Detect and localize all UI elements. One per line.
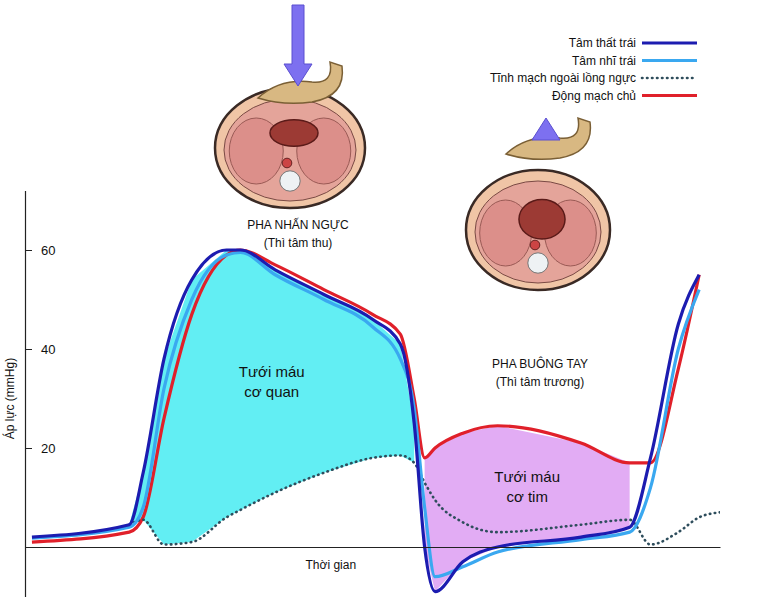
x-axis-title: Thời gian: [306, 558, 357, 572]
y-tick-mark: [25, 349, 32, 350]
legend-label: Động mạch chủ: [552, 89, 636, 103]
y-tick-mark: [25, 250, 32, 251]
legend-swatch: [642, 59, 697, 62]
legend-label: Tâm thất trái: [569, 36, 636, 50]
series-line: [32, 250, 699, 592]
y-tick: 60: [25, 243, 55, 258]
legend: Tâm thất trái Tâm nhĩ trái Tĩnh mạch ngoài…: [490, 36, 697, 103]
chest-illustration-1: [466, 118, 610, 290]
y-tick-label: 40: [41, 342, 55, 357]
arrow: [284, 5, 312, 86]
legend-swatch: [642, 94, 697, 97]
spine: [280, 171, 300, 191]
legend-swatch: [642, 42, 697, 45]
hand: [506, 118, 590, 159]
chest-inner: [475, 181, 601, 283]
heart: [270, 120, 318, 146]
chest-outline: [466, 170, 610, 290]
spine: [528, 253, 548, 273]
area-label-line: cơ quan: [244, 383, 299, 400]
x-axis-line: [26, 547, 721, 548]
y-axis-line: [25, 191, 26, 597]
area-label: Tưới máu cơ quan: [239, 363, 305, 400]
area-label-line: Tưới máu: [494, 468, 560, 485]
chest-outline: [215, 88, 365, 208]
phase-subtitle: (Thì tâm trương): [496, 375, 585, 389]
chest-inner: [224, 99, 356, 201]
area-fill: [129, 250, 414, 545]
heart: [519, 199, 565, 239]
series-line: [32, 250, 699, 542]
area-label: Tưới máu cơ tim: [494, 468, 560, 505]
y-tick: 20: [25, 441, 55, 456]
phase-title: PHA BUÔNG TAY: [492, 356, 588, 371]
chart: 20 40 60 Thời gian Áp lực (mmHg) Tưới máu cơ q…: [0, 0, 771, 605]
legend-label: Tĩnh mạch ngoài lồng ngực: [490, 71, 636, 85]
y-axis-title: Áp lực (mmHg): [2, 358, 17, 439]
phase-subtitle: (Thì tâm thu): [264, 236, 333, 250]
y-tick-label: 60: [41, 243, 55, 258]
area-label-line: Tưới máu: [239, 363, 305, 380]
aorta-section: [530, 240, 540, 250]
arrow: [532, 118, 560, 140]
y-tick-mark: [25, 448, 32, 449]
chest-illustration-0: [215, 5, 365, 208]
legend-label: Tâm nhĩ trái: [572, 54, 636, 68]
series-line: [32, 252, 699, 576]
x-axis: [26, 547, 721, 548]
y-tick-label: 20: [41, 441, 55, 456]
y-tick: 40: [25, 342, 55, 357]
phase-title: PHA NHẤN NGỰC: [247, 217, 349, 232]
area-label-line: cơ tim: [506, 488, 548, 505]
y-axis: 20 40 60: [25, 191, 55, 597]
legend-swatch: [642, 77, 697, 80]
aorta-section: [282, 158, 292, 168]
plot-area: [32, 250, 720, 592]
